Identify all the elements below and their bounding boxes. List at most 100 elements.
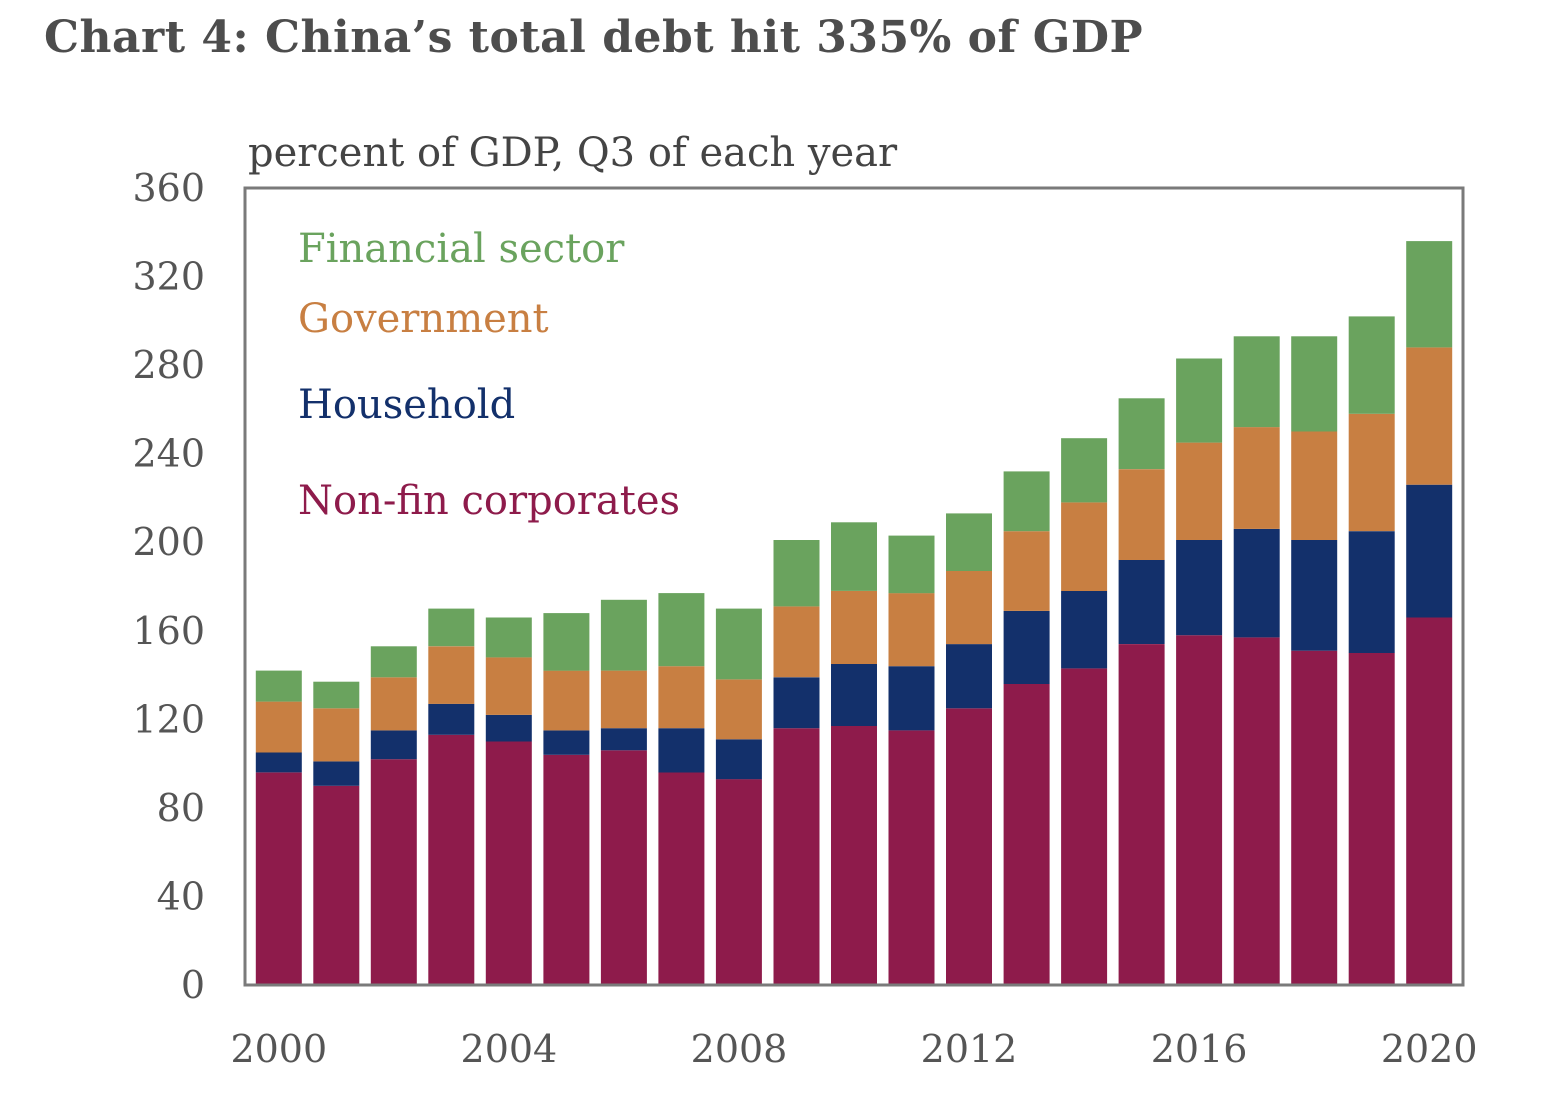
- bar-segment-financial-sector-2010: [831, 522, 877, 591]
- bar-segment-government-2013: [1003, 531, 1050, 611]
- bar-segment-non-fin-corporates-2020: [1406, 617, 1453, 985]
- bar-segment-non-fin-corporates-2002: [370, 759, 417, 985]
- bar-segment-non-fin-corporates-2007: [658, 772, 705, 985]
- bar-segment-government-2009: [773, 606, 820, 678]
- bar-segment-financial-sector-2009: [773, 540, 820, 607]
- bar-segment-non-fin-corporates-2010: [831, 726, 877, 985]
- bar-segment-household-2012: [946, 644, 992, 709]
- bar-segment-non-fin-corporates-2003: [428, 734, 475, 985]
- bar-segment-government-2004: [485, 657, 532, 715]
- bar-segment-non-fin-corporates-2008: [715, 779, 762, 985]
- bar-segment-household-2000: [255, 752, 302, 773]
- bar-segment-household-2005: [543, 730, 590, 755]
- bar-segment-financial-sector-2003: [428, 608, 475, 647]
- bar-segment-household-2019: [1348, 531, 1395, 653]
- bar-segment-financial-sector-2001: [313, 681, 360, 709]
- bar-segment-government-2018: [1291, 431, 1338, 540]
- bar-segment-financial-sector-2004: [485, 617, 532, 658]
- bar-segment-non-fin-corporates-2000: [255, 772, 302, 985]
- x-tick-label: 2000: [230, 1027, 327, 1071]
- legend-item-financial-sector: Financial sector: [298, 226, 625, 272]
- y-tick-label: 240: [132, 432, 205, 476]
- x-tick-label: 2004: [461, 1027, 558, 1071]
- bar-segment-household-2001: [313, 761, 360, 786]
- bar-segment-household-2018: [1291, 540, 1338, 651]
- bar-segment-household-2017: [1233, 528, 1280, 638]
- bar-segment-financial-sector-2019: [1348, 316, 1395, 414]
- bar-segment-financial-sector-2015: [1118, 398, 1165, 470]
- bar-segment-household-2003: [428, 703, 475, 735]
- bar-segment-household-2020: [1406, 484, 1453, 618]
- y-axis-ticks: 0 40 80 120 160 200 240 280 320 360: [132, 166, 205, 1007]
- bar-segment-government-2000: [255, 701, 302, 753]
- bar-segment-government-2012: [946, 571, 992, 645]
- y-tick-label: 0: [181, 963, 205, 1007]
- y-tick-label: 360: [132, 166, 205, 210]
- bar-segment-government-2019: [1348, 413, 1395, 532]
- bar-segment-financial-sector-2012: [946, 513, 992, 571]
- x-tick-label: 2016: [1151, 1027, 1248, 1071]
- y-tick-label: 280: [132, 343, 205, 387]
- legend-item-non-fin-corporates: Non-fin corporates: [298, 478, 680, 524]
- y-tick-label: 320: [132, 255, 205, 299]
- bar-segment-financial-sector-2005: [543, 613, 590, 671]
- x-tick-label: 2020: [1381, 1027, 1478, 1071]
- bars-group: [255, 241, 1453, 986]
- bar-segment-household-2002: [370, 730, 417, 760]
- bar-segment-financial-sector-2014: [1061, 438, 1108, 503]
- bar-segment-government-2015: [1118, 469, 1165, 560]
- y-tick-label: 160: [132, 609, 205, 653]
- bar-segment-household-2014: [1061, 590, 1108, 669]
- y-tick-label: 120: [132, 697, 205, 741]
- bar-segment-non-fin-corporates-2009: [773, 728, 820, 985]
- legend-item-household: Household: [298, 382, 515, 428]
- bar-segment-non-fin-corporates-2001: [313, 785, 360, 986]
- y-tick-label: 80: [157, 786, 205, 830]
- bar-segment-non-fin-corporates-2019: [1348, 652, 1395, 985]
- bar-segment-government-2020: [1406, 347, 1453, 485]
- bar-segment-household-2016: [1176, 540, 1223, 636]
- chart-title: Chart 4: China’s total debt hit 335% of …: [44, 12, 1144, 63]
- bar-segment-non-fin-corporates-2006: [600, 750, 647, 985]
- bar-segment-financial-sector-2013: [1003, 471, 1050, 532]
- y-tick-label: 40: [157, 874, 205, 918]
- bar-segment-government-2001: [313, 708, 360, 762]
- bar-segment-household-2010: [831, 664, 877, 726]
- bar-segment-non-fin-corporates-2011: [888, 730, 935, 985]
- bar-segment-government-2006: [600, 670, 647, 729]
- bar-segment-financial-sector-2006: [600, 599, 647, 671]
- bar-segment-government-2011: [888, 593, 935, 667]
- bar-segment-household-2008: [715, 739, 762, 780]
- bar-segment-government-2003: [428, 646, 475, 704]
- bar-segment-household-2004: [485, 714, 532, 742]
- bar-segment-financial-sector-2018: [1291, 336, 1338, 432]
- y-axis-unit-label: percent of GDP, Q3 of each year: [248, 130, 898, 176]
- bar-segment-non-fin-corporates-2017: [1233, 637, 1280, 985]
- legend: Financial sector Government Household Non-f…: [298, 226, 680, 524]
- bar-segment-financial-sector-2002: [370, 646, 417, 678]
- x-tick-label: 2008: [691, 1027, 788, 1071]
- bar-segment-government-2007: [658, 666, 705, 729]
- bar-segment-government-2016: [1176, 442, 1223, 540]
- bar-segment-household-2006: [600, 728, 647, 751]
- bar-segment-non-fin-corporates-2013: [1003, 683, 1050, 985]
- bar-segment-household-2015: [1118, 559, 1165, 644]
- bar-segment-financial-sector-2017: [1233, 336, 1280, 428]
- bar-segment-household-2013: [1003, 610, 1050, 684]
- bar-segment-non-fin-corporates-2014: [1061, 668, 1108, 985]
- bar-segment-household-2009: [773, 677, 820, 729]
- x-tick-label: 2012: [921, 1027, 1018, 1071]
- y-tick-label: 200: [132, 520, 205, 564]
- x-axis-ticks: 2000 2004 2008 2012 2016 2020: [230, 1027, 1477, 1071]
- bar-segment-non-fin-corporates-2018: [1291, 650, 1338, 985]
- bar-segment-government-2002: [370, 677, 417, 731]
- bar-segment-non-fin-corporates-2005: [543, 754, 590, 985]
- bar-segment-household-2011: [888, 666, 935, 731]
- bar-segment-non-fin-corporates-2015: [1118, 644, 1165, 985]
- bar-segment-government-2010: [831, 590, 877, 664]
- legend-item-government: Government: [298, 296, 549, 342]
- bar-segment-government-2008: [715, 679, 762, 740]
- bar-segment-financial-sector-2008: [715, 608, 762, 680]
- bar-segment-household-2007: [658, 728, 705, 773]
